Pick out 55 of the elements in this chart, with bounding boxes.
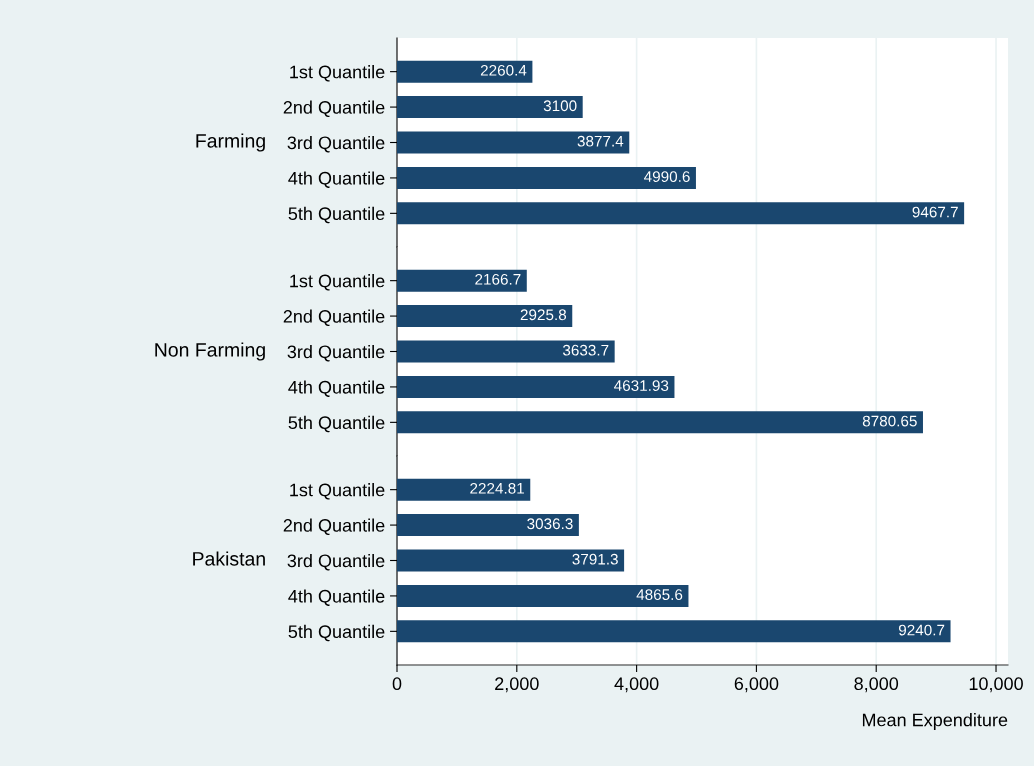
bar — [397, 411, 923, 434]
data-label: 2166.7 — [475, 273, 521, 285]
y-tick-label: 1st Quantile — [290, 65, 385, 82]
y-tick-label: 2nd Quantile — [283, 309, 385, 327]
bar — [397, 478, 531, 501]
data-label: 9467.7 — [912, 206, 958, 218]
y-tick-label: 5th Quantile — [288, 206, 385, 224]
bar — [397, 96, 583, 119]
y-axis-title: Farming — [196, 133, 265, 152]
y-tick-label: 4th Quantile — [288, 589, 385, 606]
bar — [397, 549, 625, 572]
x-axis-title: Mean Expenditure — [862, 713, 1008, 730]
x-tick-label: 4,000 — [614, 677, 659, 693]
bar — [397, 131, 630, 154]
bar — [397, 514, 579, 537]
y-tick-label: 1st Quantile — [290, 483, 385, 500]
bar — [397, 620, 951, 643]
y-axis-title: Non Farming — [155, 342, 265, 361]
bar — [397, 584, 689, 607]
y-tick-label: 3rd Quantile — [287, 344, 385, 362]
data-label: 9240.7 — [898, 624, 945, 636]
x-tick-label: 6,000 — [734, 677, 779, 693]
bar — [397, 375, 675, 398]
x-tick-label: 8,000 — [854, 677, 899, 693]
data-label: 3877.4 — [577, 135, 624, 147]
data-label: 4631.93 — [614, 380, 669, 392]
bar — [397, 340, 615, 363]
data-label: 4865.6 — [636, 589, 683, 601]
y-tick-label: 3rd Quantile — [287, 135, 385, 153]
y-tick-label: 1st Quantile — [290, 274, 385, 291]
data-label: 3633.7 — [562, 344, 609, 356]
x-tick-label: 10,000 — [969, 677, 1023, 693]
data-label: 2260.4 — [480, 64, 527, 76]
data-label: 3100 — [543, 100, 577, 112]
bar — [397, 166, 696, 189]
data-label: 8780.65 — [862, 415, 917, 427]
data-label: 2224.81 — [470, 482, 524, 494]
x-tick-label: 2,000 — [495, 677, 539, 693]
y-tick-label: 4th Quantile — [288, 171, 385, 188]
y-tick-label: 5th Quantile — [288, 415, 385, 433]
data-label: 2925.8 — [520, 309, 567, 321]
y-axis-title: Pakistan — [193, 551, 265, 566]
data-label: 3791.3 — [572, 553, 618, 565]
bar — [397, 202, 965, 225]
y-tick-label: 2nd Quantile — [283, 518, 385, 536]
data-label: 3036.3 — [527, 518, 573, 530]
bar — [397, 269, 527, 292]
y-tick-label: 3rd Quantile — [287, 553, 385, 571]
bar — [397, 60, 533, 83]
y-tick-label: 2nd Quantile — [283, 100, 385, 118]
bar — [397, 305, 573, 328]
data-label: 4990.6 — [644, 171, 690, 183]
y-tick-label: 5th Quantile — [288, 624, 385, 642]
y-tick-label: 4th Quantile — [288, 380, 385, 397]
x-tick-label: 0 — [392, 677, 402, 691]
